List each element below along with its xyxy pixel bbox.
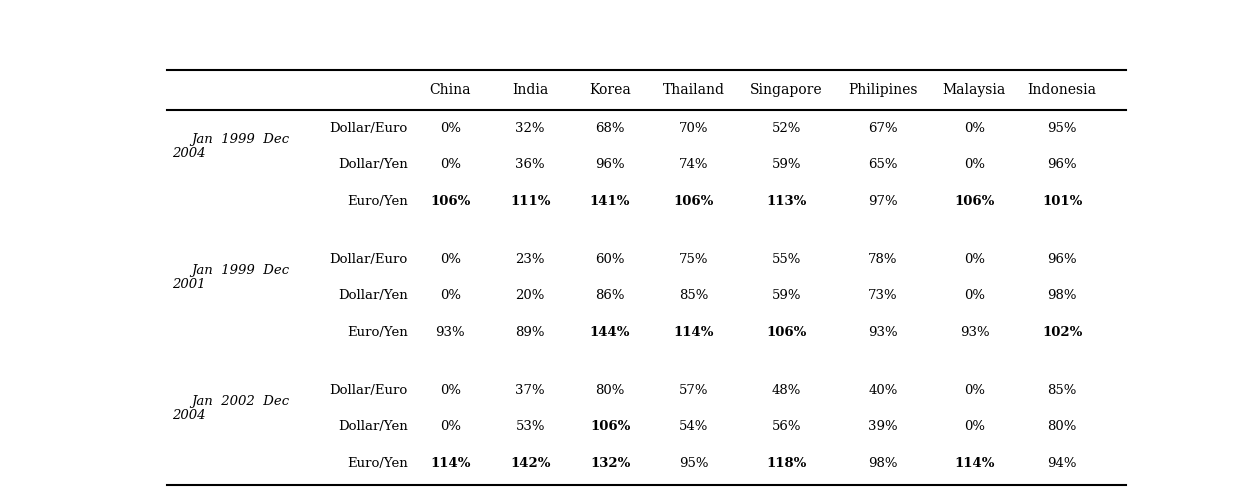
Text: Singapore: Singapore	[750, 83, 823, 97]
Text: 73%: 73%	[869, 289, 897, 302]
Text: Dollar/Yen: Dollar/Yen	[338, 289, 407, 302]
Text: Dollar/Euro: Dollar/Euro	[329, 384, 407, 397]
Text: Malaysia: Malaysia	[943, 83, 1006, 97]
Text: 114%: 114%	[954, 457, 994, 470]
Text: 94%: 94%	[1047, 457, 1077, 470]
Text: 113%: 113%	[767, 195, 807, 208]
Text: 86%: 86%	[596, 289, 625, 302]
Text: 2004: 2004	[172, 147, 205, 160]
Text: 75%: 75%	[679, 253, 709, 266]
Text: Korea: Korea	[590, 83, 631, 97]
Text: 0%: 0%	[964, 158, 985, 171]
Text: 36%: 36%	[515, 158, 546, 171]
Text: 80%: 80%	[1047, 420, 1077, 433]
Text: Dollar/Yen: Dollar/Yen	[338, 420, 407, 433]
Text: 53%: 53%	[515, 420, 546, 433]
Text: 74%: 74%	[679, 158, 709, 171]
Text: 96%: 96%	[1047, 253, 1077, 266]
Text: 40%: 40%	[869, 384, 897, 397]
Text: China: China	[430, 83, 471, 97]
Text: Dollar/Euro: Dollar/Euro	[329, 253, 407, 266]
Text: 20%: 20%	[515, 289, 546, 302]
Text: 98%: 98%	[1047, 289, 1077, 302]
Text: 106%: 106%	[590, 420, 630, 433]
Text: 67%: 67%	[869, 122, 897, 135]
Text: 142%: 142%	[510, 457, 551, 470]
Text: 59%: 59%	[772, 289, 801, 302]
Text: 89%: 89%	[515, 326, 546, 338]
Text: 98%: 98%	[869, 457, 897, 470]
Text: Euro/Yen: Euro/Yen	[347, 195, 407, 208]
Text: 70%: 70%	[679, 122, 709, 135]
Text: 114%: 114%	[430, 457, 470, 470]
Text: 78%: 78%	[869, 253, 897, 266]
Text: 0%: 0%	[964, 384, 985, 397]
Text: 132%: 132%	[590, 457, 630, 470]
Text: Jan  2002  Dec: Jan 2002 Dec	[191, 396, 289, 408]
Text: 114%: 114%	[674, 326, 714, 338]
Text: 102%: 102%	[1042, 326, 1082, 338]
Text: Dollar/Yen: Dollar/Yen	[338, 158, 407, 171]
Text: 96%: 96%	[596, 158, 625, 171]
Text: 60%: 60%	[596, 253, 625, 266]
Text: 144%: 144%	[590, 326, 630, 338]
Text: 54%: 54%	[679, 420, 709, 433]
Text: 59%: 59%	[772, 158, 801, 171]
Text: 106%: 106%	[674, 195, 714, 208]
Text: 96%: 96%	[1047, 158, 1077, 171]
Text: 85%: 85%	[679, 289, 709, 302]
Text: 106%: 106%	[767, 326, 807, 338]
Text: 95%: 95%	[1047, 122, 1077, 135]
Text: 2001: 2001	[172, 278, 205, 291]
Text: 32%: 32%	[515, 122, 546, 135]
Text: 0%: 0%	[440, 158, 461, 171]
Text: 0%: 0%	[440, 122, 461, 135]
Text: 93%: 93%	[869, 326, 897, 338]
Text: 0%: 0%	[964, 122, 985, 135]
Text: 93%: 93%	[959, 326, 989, 338]
Text: 55%: 55%	[772, 253, 801, 266]
Text: 0%: 0%	[440, 253, 461, 266]
Text: 56%: 56%	[772, 420, 801, 433]
Text: India: India	[512, 83, 548, 97]
Text: 106%: 106%	[954, 195, 994, 208]
Text: 65%: 65%	[869, 158, 897, 171]
Text: 0%: 0%	[440, 420, 461, 433]
Text: 141%: 141%	[590, 195, 630, 208]
Text: Philipines: Philipines	[848, 83, 918, 97]
Text: 106%: 106%	[430, 195, 470, 208]
Text: 0%: 0%	[440, 289, 461, 302]
Text: 0%: 0%	[964, 420, 985, 433]
Text: 85%: 85%	[1047, 384, 1077, 397]
Text: 23%: 23%	[515, 253, 546, 266]
Text: 68%: 68%	[596, 122, 625, 135]
Text: 101%: 101%	[1042, 195, 1082, 208]
Text: 52%: 52%	[772, 122, 801, 135]
Text: Jan  1999  Dec: Jan 1999 Dec	[191, 133, 289, 146]
Text: 37%: 37%	[515, 384, 546, 397]
Text: 39%: 39%	[869, 420, 897, 433]
Text: Thailand: Thailand	[662, 83, 725, 97]
Text: 118%: 118%	[767, 457, 807, 470]
Text: 2004: 2004	[172, 409, 205, 422]
Text: Euro/Yen: Euro/Yen	[347, 326, 407, 338]
Text: 0%: 0%	[964, 253, 985, 266]
Text: 48%: 48%	[772, 384, 801, 397]
Text: 57%: 57%	[679, 384, 709, 397]
Text: Euro/Yen: Euro/Yen	[347, 457, 407, 470]
Text: 80%: 80%	[596, 384, 625, 397]
Text: Dollar/Euro: Dollar/Euro	[329, 122, 407, 135]
Text: 97%: 97%	[869, 195, 897, 208]
Text: 0%: 0%	[440, 384, 461, 397]
Text: 111%: 111%	[510, 195, 551, 208]
Text: 0%: 0%	[964, 289, 985, 302]
Text: Indonesia: Indonesia	[1028, 83, 1096, 97]
Text: 93%: 93%	[435, 326, 465, 338]
Text: Jan  1999  Dec: Jan 1999 Dec	[191, 264, 289, 277]
Text: 95%: 95%	[679, 457, 709, 470]
